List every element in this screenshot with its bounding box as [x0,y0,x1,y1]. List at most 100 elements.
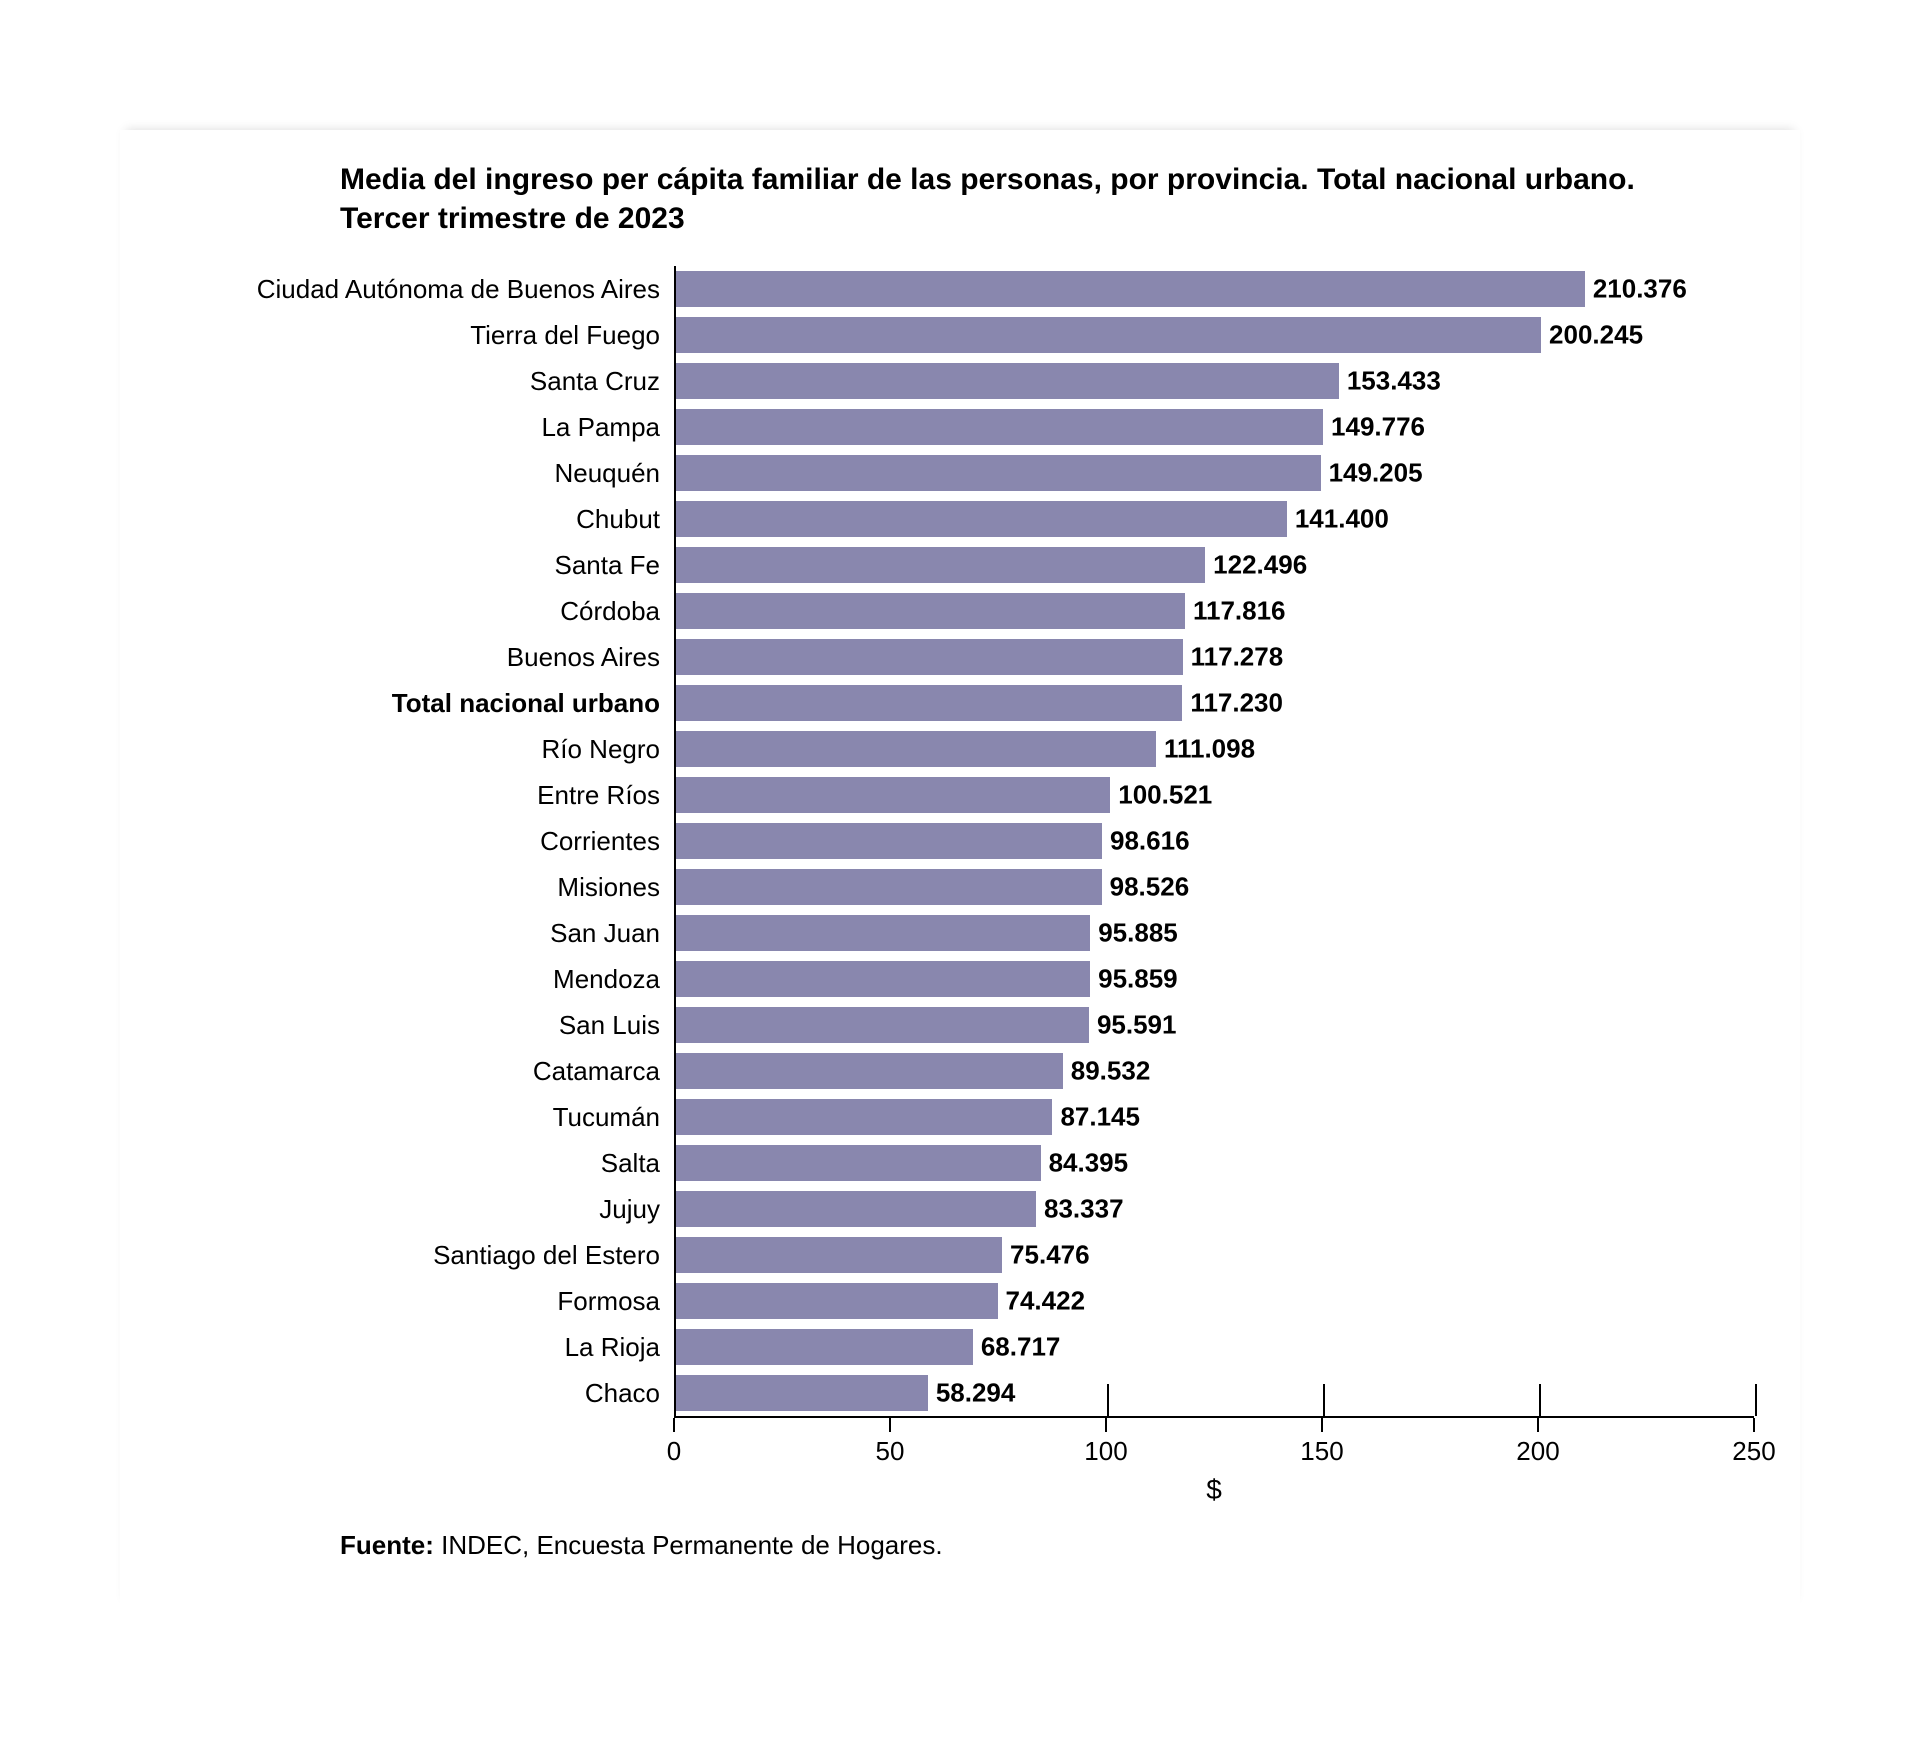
bar-value-label: 95.885 [1090,918,1178,949]
bar [676,823,1102,859]
plot-cell: 98.616 [674,818,1756,864]
bar-value-label: 153.433 [1339,366,1441,397]
plot-cell: 83.337 [674,1186,1756,1232]
bar-row: San Luis95.591 [200,1002,1760,1048]
bar [676,1329,973,1365]
plot-cell: 74.422 [674,1278,1756,1324]
bar-value-label: 122.496 [1205,550,1307,581]
plot-cell: 117.278 [674,634,1756,680]
category-label: Formosa [200,1286,674,1317]
bar-row: Río Negro 111.098 [200,726,1760,772]
category-label: Córdoba [200,596,674,627]
bar-value-label: 117.278 [1183,642,1284,673]
bar-value-label: 117.816 [1185,596,1286,627]
bar-row: Santa Cruz 153.433 [200,358,1760,404]
bar-value-label: 111.098 [1156,734,1255,765]
plot-cell: 68.717 [674,1324,1756,1370]
category-label: Entre Ríos [200,780,674,811]
bar [676,271,1585,307]
category-label: Total nacional urbano [200,688,674,719]
chart-title: Media del ingreso per cápita familiar de… [340,160,1760,238]
plot-cell: 84.395 [674,1140,1756,1186]
bar [676,501,1287,537]
bar [676,869,1102,905]
bar [676,915,1090,951]
bar-row: La Pampa149.776 [200,404,1760,450]
category-label: San Juan [200,918,674,949]
category-label: Buenos Aires [200,642,674,673]
bar [676,1375,928,1411]
bar [676,363,1339,399]
plot-cell: 89.532 [674,1048,1756,1094]
x-tick [1105,1418,1107,1432]
plot-cell: 117.816 [674,588,1756,634]
bar-row: Córdoba 117.816 [200,588,1760,634]
bar [676,455,1321,491]
x-tick [1753,1418,1755,1432]
bar-row: Tierra del Fuego 200.245 [200,312,1760,358]
bar [676,1053,1063,1089]
bar-value-label: 95.859 [1090,964,1178,995]
plot-cell: 95.885 [674,910,1756,956]
source-prefix: Fuente: [340,1530,434,1560]
page: Media del ingreso per cápita familiar de… [0,0,1920,1759]
x-tick [1321,1418,1323,1432]
category-label: Río Negro [200,734,674,765]
category-label: Tierra del Fuego [200,320,674,351]
bar-value-label: 100.521 [1110,780,1212,811]
bar-value-label: 98.616 [1102,826,1190,857]
bar-value-label: 95.591 [1089,1010,1177,1041]
bar [676,1099,1052,1135]
x-tick-label: 50 [876,1436,905,1467]
x-tick-label: 100 [1084,1436,1127,1467]
bar-value-label: 89.532 [1063,1056,1151,1087]
plot-cell: 210.376 [674,266,1756,312]
plot-cell: 87.145 [674,1094,1756,1140]
category-label: Salta [200,1148,674,1179]
bar [676,1237,1002,1273]
bar-value-label: 83.337 [1036,1194,1124,1225]
bar [676,317,1541,353]
plot-cell: 95.591 [674,1002,1756,1048]
x-tick [673,1418,675,1432]
bar-value-label: 98.526 [1102,872,1190,903]
bar-row: San Juan 95.885 [200,910,1760,956]
bar-value-label: 117.230 [1182,688,1283,719]
bar [676,639,1183,675]
plot-cell: 95.859 [674,956,1756,1002]
x-axis-label: $ [1206,1474,1222,1506]
plot-cell: 75.476 [674,1232,1756,1278]
bar-value-label: 74.422 [998,1286,1086,1317]
bar-row: Santa Fe122.496 [200,542,1760,588]
bar [676,1007,1089,1043]
bar-row: Neuquén149.205 [200,450,1760,496]
category-label: Neuquén [200,458,674,489]
bar-row: Corrientes 98.616 [200,818,1760,864]
bar-row: Tucumán87.145 [200,1094,1760,1140]
x-inner-tick [1539,1384,1541,1416]
chart-card: Media del ingreso per cápita familiar de… [120,130,1800,1611]
bar-row: Santiago del Estero75.476 [200,1232,1760,1278]
category-label: Misiones [200,872,674,903]
bar [676,685,1182,721]
x-tick-label: 200 [1516,1436,1559,1467]
bar [676,409,1323,445]
plot-cell: 100.521 [674,772,1756,818]
category-label: Tucumán [200,1102,674,1133]
bar-row: Entre Ríos 100.521 [200,772,1760,818]
category-label: Santa Cruz [200,366,674,397]
bar [676,547,1205,583]
bar-row: Mendoza95.859 [200,956,1760,1002]
category-label: Chaco [200,1378,674,1409]
bar-row: Catamarca89.532 [200,1048,1760,1094]
plot-cell: 149.776 [674,404,1756,450]
x-tick-label: 150 [1300,1436,1343,1467]
x-tick [1537,1418,1539,1432]
bar-row: Chaco58.294 [200,1370,1760,1416]
bar-value-label: 200.245 [1541,320,1643,351]
category-label: Chubut [200,504,674,535]
bar-row: Misiones 98.526 [200,864,1760,910]
bar-value-label: 75.476 [1002,1240,1090,1271]
category-label: Corrientes [200,826,674,857]
bar-value-label: 68.717 [973,1332,1061,1363]
